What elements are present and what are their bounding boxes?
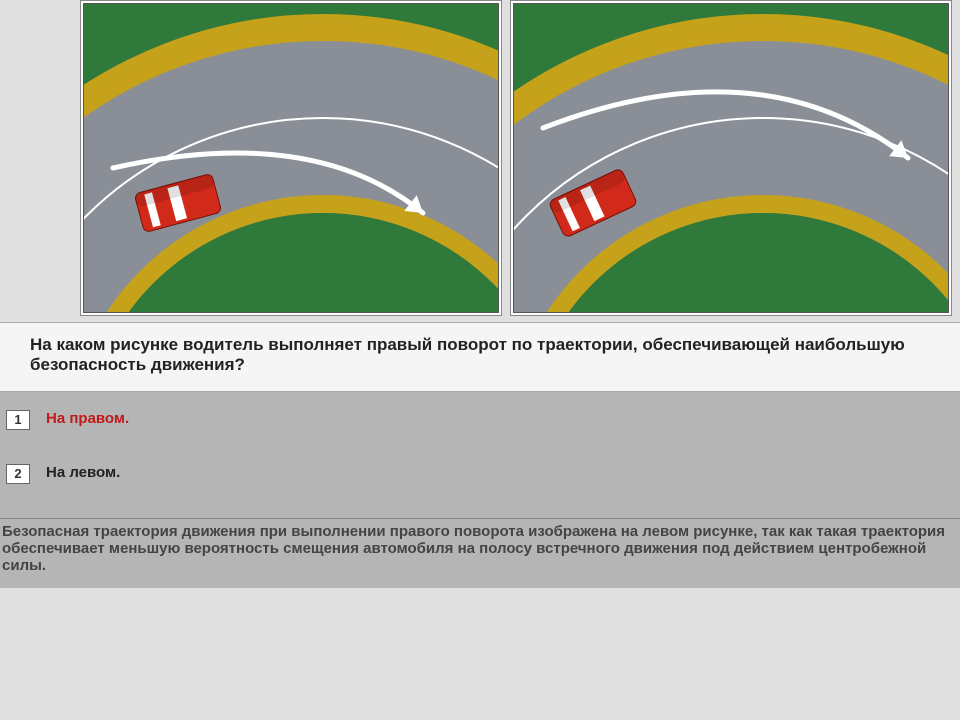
answer-option-1[interactable]: 1 На правом. bbox=[0, 406, 960, 460]
road-curve-right bbox=[513, 3, 949, 313]
question-text: На каком рисунке водитель выполняет прав… bbox=[30, 335, 940, 375]
diagram-panel-right bbox=[510, 0, 952, 316]
answer-number-box: 2 bbox=[6, 464, 30, 484]
screenshot-root: На каком рисунке водитель выполняет прав… bbox=[0, 0, 960, 720]
road-curve-left bbox=[83, 3, 499, 313]
diagram-row bbox=[0, 0, 960, 322]
answer-label: На правом. bbox=[46, 410, 129, 427]
answer-label: На левом. bbox=[46, 464, 120, 481]
explanation-box: Безопасная траектория движения при выпол… bbox=[0, 518, 960, 588]
explanation-text: Безопасная траектория движения при выпол… bbox=[2, 523, 945, 574]
answer-number-box: 1 bbox=[6, 410, 30, 430]
question-box: На каком рисунке водитель выполняет прав… bbox=[0, 322, 960, 392]
answer-option-2[interactable]: 2 На левом. bbox=[0, 460, 960, 488]
diagram-panel-left bbox=[80, 0, 502, 316]
answers-list: 1 На правом. 2 На левом. bbox=[0, 392, 960, 518]
